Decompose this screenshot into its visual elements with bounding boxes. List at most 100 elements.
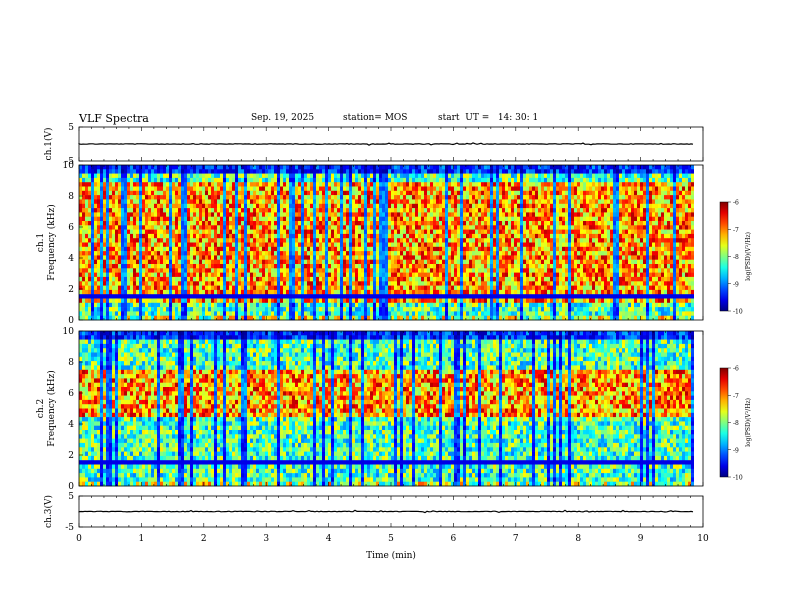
spectrogram-cell	[208, 246, 211, 252]
spectrogram-cell	[217, 264, 220, 269]
spectrogram-cell	[415, 268, 418, 273]
spectrogram-cell	[370, 289, 373, 295]
spectrogram-cell	[250, 294, 253, 299]
spectrogram-cell	[229, 311, 232, 316]
spectrogram-cell	[133, 169, 136, 174]
spectrogram-cell	[412, 276, 415, 282]
spectrogram-cell	[169, 281, 172, 286]
spectrogram-cell	[397, 199, 400, 204]
spectrogram-cell	[331, 208, 334, 213]
spectrogram-cell	[241, 169, 244, 174]
spectrogram-cell	[442, 246, 445, 252]
spectrogram-cell	[121, 238, 124, 243]
spectrogram-cell	[91, 238, 94, 243]
spectrogram-cell	[427, 165, 430, 170]
spectrogram-cell	[88, 289, 91, 295]
spectrogram-cell	[328, 315, 331, 321]
spectrogram-cell	[388, 302, 391, 308]
spectrogram-cell	[145, 268, 148, 273]
spectrogram-cell	[124, 177, 127, 183]
spectrogram-cell	[223, 272, 226, 278]
spectrogram-cell	[292, 233, 295, 239]
spectrogram-cell	[364, 190, 367, 196]
spectrogram-cell	[172, 165, 175, 170]
spectrogram-cell	[178, 285, 181, 291]
spectrogram-cell	[397, 311, 400, 316]
spectrogram-cell	[91, 259, 94, 265]
spectrogram-cell	[397, 203, 400, 209]
spectrogram-cell	[412, 281, 415, 286]
spectrogram-cell	[445, 208, 448, 213]
spectrogram-cell	[385, 169, 388, 174]
spectrogram-cell	[409, 195, 412, 200]
spectrogram-cell	[301, 259, 304, 265]
spectrogram-cell	[469, 165, 472, 170]
spectrogram-cell	[373, 186, 376, 192]
spectrogram-cell	[337, 169, 340, 174]
spectrogram-cell	[274, 221, 277, 226]
spectrogram-cell	[358, 199, 361, 204]
spectrogram-cell	[223, 229, 226, 235]
spectrogram-cell	[226, 302, 229, 308]
spectrogram-cell	[397, 165, 400, 170]
spectrogram-cell	[217, 307, 220, 312]
spectrogram-cell	[277, 255, 280, 260]
spectrogram-cell	[412, 195, 415, 200]
spectrogram-cell	[448, 195, 451, 200]
spectrogram-cell	[403, 173, 406, 179]
spectrogram-cell	[193, 173, 196, 179]
spectrogram-cell	[445, 242, 448, 248]
spectrogram-cell	[367, 169, 370, 174]
spectrogram-cell	[370, 307, 373, 312]
spectrogram-cell	[439, 272, 442, 278]
spectrogram-cell	[169, 276, 172, 282]
spectrogram-cell	[238, 307, 241, 312]
spectrogram-cell	[346, 276, 349, 282]
spectrogram-cell	[202, 238, 205, 243]
spectrogram-cell	[328, 285, 331, 291]
spectrogram-cell	[349, 233, 352, 239]
spectrogram-cell	[265, 307, 268, 312]
spectrogram-cell	[109, 238, 112, 243]
spectrogram-cell	[169, 264, 172, 269]
spectrogram-cell	[112, 177, 115, 183]
spectrogram-cell	[373, 268, 376, 273]
spectrogram-cell	[412, 221, 415, 226]
spectrogram-cell	[238, 289, 241, 295]
spectrogram-cell	[184, 233, 187, 239]
spectrogram-cell	[109, 212, 112, 217]
spectrogram-cell	[325, 289, 328, 295]
spectrogram-cell	[316, 302, 319, 308]
spectrogram-cell	[145, 233, 148, 239]
spectrogram-cell	[340, 182, 343, 187]
spectrogram-cell	[271, 302, 274, 308]
spectrogram-cell	[142, 315, 145, 321]
spectrogram-cell	[361, 264, 364, 269]
spectrogram-cell	[457, 199, 460, 204]
spectrogram-cell	[388, 289, 391, 295]
spectrogram-cell	[382, 173, 385, 179]
spectrogram-cell	[277, 242, 280, 248]
spectrogram-cell	[472, 186, 475, 192]
spectrogram-cell	[427, 212, 430, 217]
spectrogram-cell	[436, 259, 439, 265]
spectrogram-cell	[445, 182, 448, 187]
spectrogram-cell	[301, 186, 304, 192]
spectrogram-cell	[430, 186, 433, 192]
spectrogram-cell	[409, 276, 412, 282]
spectrogram-cell	[457, 165, 460, 170]
spectrogram-cell	[118, 216, 121, 222]
spectrogram-cell	[163, 208, 166, 213]
spectrogram-cell	[79, 307, 82, 312]
spectrogram-cell	[160, 246, 163, 252]
spectrogram-cell	[277, 268, 280, 273]
spectrogram-cell	[346, 182, 349, 187]
spectrogram-cell	[262, 186, 265, 192]
spectrogram-cell	[262, 276, 265, 282]
spectrogram-cell	[181, 182, 184, 187]
spectrogram-cell	[346, 307, 349, 312]
spectrogram-cell	[235, 173, 238, 179]
spectrogram-cell	[340, 165, 343, 170]
spectrogram-cell	[190, 289, 193, 295]
spectrogram-cell	[226, 276, 229, 282]
